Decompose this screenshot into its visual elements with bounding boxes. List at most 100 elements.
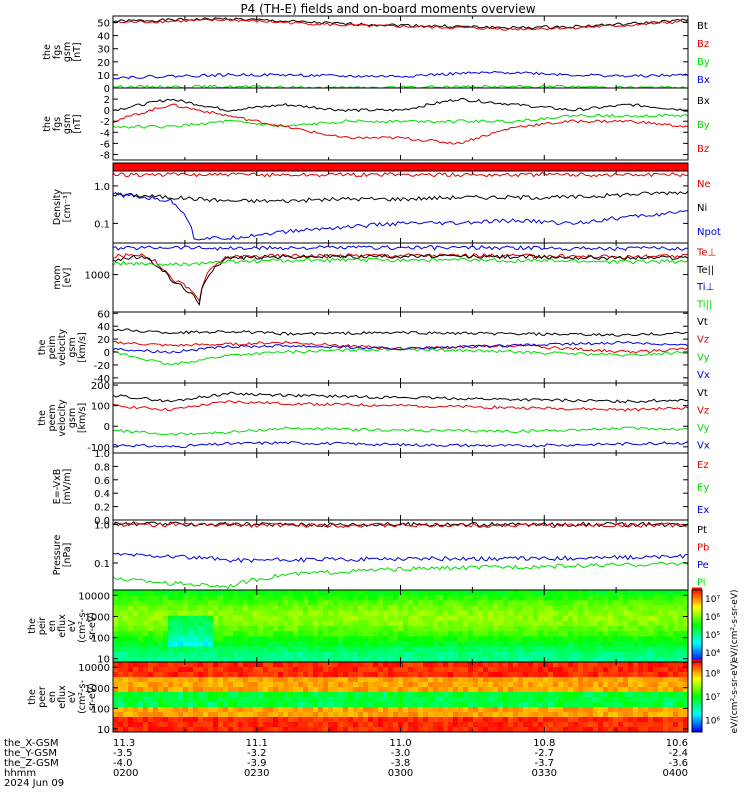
heatmap-cell — [368, 651, 374, 658]
heatmap-cell — [258, 615, 264, 622]
heatmap-cell — [353, 692, 359, 698]
heatmap-cell — [273, 636, 279, 642]
heatmap-cell — [288, 687, 294, 693]
heatmap-cell — [653, 595, 659, 601]
heatmap-cell — [153, 692, 159, 698]
heatmap-cell — [603, 651, 609, 658]
heatmap-cell — [513, 722, 519, 728]
heatmap-cell — [658, 636, 664, 642]
heatmap-cell — [298, 651, 304, 658]
heatmap-cell — [613, 615, 619, 622]
heatmap-cell — [443, 702, 449, 708]
heatmap-cell — [358, 595, 364, 601]
heatmap-cell — [638, 662, 644, 668]
heatmap-cell — [438, 651, 444, 658]
heatmap-cell — [533, 590, 539, 596]
heatmap-cell — [228, 590, 234, 596]
heatmap-cell — [643, 651, 649, 658]
heatmap-cell — [433, 626, 439, 632]
heatmap-cell — [478, 717, 484, 723]
heatmap-cell — [353, 620, 359, 627]
heatmap-cell — [473, 667, 479, 673]
heatmap-cell — [333, 717, 339, 723]
heatmap-cell — [218, 687, 224, 693]
heatmap-cell — [183, 682, 189, 688]
colorbar-swatch — [692, 627, 702, 631]
heatmap-cell — [138, 662, 144, 668]
heatmap-cell — [678, 595, 684, 601]
heatmap-cell — [263, 712, 269, 718]
heatmap-cell — [578, 590, 584, 596]
heatmap-cell — [458, 712, 464, 718]
heatmap-cell — [193, 605, 199, 611]
heatmap-cell — [623, 722, 629, 728]
heatmap-cell — [563, 712, 569, 718]
heatmap-cell — [673, 712, 679, 718]
heatmap-cell — [588, 615, 594, 622]
heatmap-cell — [208, 687, 214, 693]
heatmap-cell — [198, 672, 204, 678]
heatmap-cell — [468, 631, 474, 637]
heatmap-cell — [423, 631, 429, 637]
heatmap-cell — [503, 590, 509, 596]
heatmap-cell — [428, 682, 434, 688]
heatmap-cell — [468, 605, 474, 611]
heatmap-cell — [463, 626, 469, 632]
colorbar-swatch — [692, 695, 702, 699]
heatmap-cell — [258, 667, 264, 673]
heatmap-cell — [503, 702, 509, 708]
heatmap-cell — [633, 615, 639, 622]
heatmap-cell — [588, 646, 594, 653]
heatmap-cell — [408, 605, 414, 611]
heatmap-cell — [453, 712, 459, 718]
heatmap-cell — [418, 620, 424, 627]
heatmap-cell — [598, 692, 604, 698]
heatmap-cell — [248, 727, 254, 733]
heatmap-cell — [538, 641, 544, 647]
heatmap-cell — [653, 615, 659, 622]
heatmap-cell — [503, 692, 509, 698]
heatmap-cell — [278, 610, 284, 617]
heatmap-cell — [298, 697, 304, 703]
heatmap-cell — [268, 646, 274, 653]
heatmap-cell — [618, 662, 624, 668]
heatmap-cell — [673, 727, 679, 733]
heatmap-cell — [413, 662, 419, 668]
heatmap-cell — [253, 656, 259, 663]
heatmap-cell — [588, 722, 594, 728]
heatmap-cell — [198, 626, 204, 632]
heatmap-cell — [393, 646, 399, 653]
heatmap-cell — [203, 727, 209, 733]
heatmap-cell — [523, 656, 529, 663]
heatmap-cell — [363, 590, 369, 596]
y-tick-label: 0 — [104, 106, 110, 117]
heatmap-cell — [243, 605, 249, 611]
heatmap-cell — [553, 707, 559, 713]
heatmap-cell — [348, 651, 354, 658]
heatmap-cell — [163, 662, 169, 668]
heatmap-cell — [258, 651, 264, 658]
heatmap-cell — [138, 727, 144, 733]
heatmap-cell — [423, 697, 429, 703]
heatmap-cell — [263, 677, 269, 683]
heatmap-cell — [283, 590, 289, 596]
heatmap-cell — [253, 697, 259, 703]
heatmap-cell — [118, 615, 124, 622]
heatmap-cell — [613, 646, 619, 653]
heatmap-cell — [498, 641, 504, 647]
legend-label: Ez — [697, 460, 709, 471]
heatmap-cell — [543, 672, 549, 678]
heatmap-cell — [268, 636, 274, 642]
heatmap-cell — [373, 641, 379, 647]
heatmap-cell — [403, 631, 409, 637]
heatmap-cell — [568, 672, 574, 678]
heatmap-cell — [408, 595, 414, 601]
heatmap-cell — [288, 662, 294, 668]
heatmap-cell — [368, 722, 374, 728]
heatmap-cell — [153, 702, 159, 708]
heatmap-cell — [188, 620, 194, 627]
heatmap-cell — [563, 722, 569, 728]
heatmap-cell — [533, 620, 539, 627]
heatmap-cell — [583, 672, 589, 678]
